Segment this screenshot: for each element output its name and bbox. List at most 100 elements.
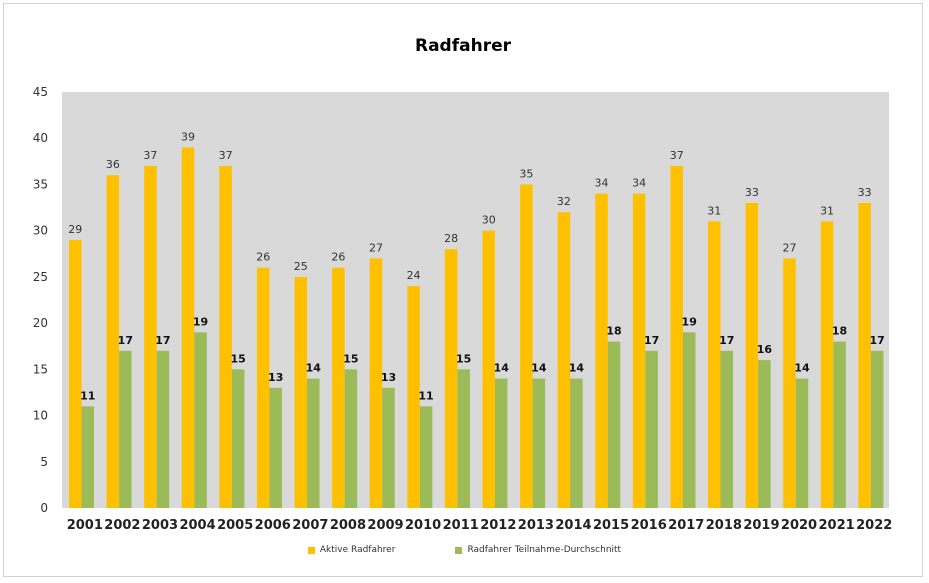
data-label-durchschnitt: 11 [80, 389, 95, 402]
bar-durchschnitt [833, 341, 846, 508]
data-label-aktive: 31 [707, 204, 721, 217]
bar-durchschnitt [81, 406, 94, 508]
x-tick-label: 2012 [480, 518, 516, 533]
bar-aktive [332, 267, 345, 508]
x-tick-label: 2006 [255, 518, 291, 533]
x-tick-label: 2002 [104, 518, 140, 533]
data-label-aktive: 26 [331, 251, 345, 264]
bar-durchschnitt [307, 378, 320, 508]
bar-durchschnitt [758, 360, 771, 508]
bar-durchschnitt [532, 378, 546, 508]
bar-aktive [482, 230, 495, 508]
x-tick-label: 2018 [706, 518, 742, 533]
bar-aktive [820, 221, 834, 508]
legend-swatch-durchschnitt [455, 546, 463, 554]
x-tick-label: 2001 [67, 518, 103, 533]
bar-durchschnitt [870, 350, 884, 508]
bar-durchschnitt [495, 378, 508, 508]
bar-aktive [181, 147, 195, 508]
x-tick-label: 2004 [179, 518, 215, 533]
data-label-durchschnitt: 19 [193, 315, 208, 328]
bar-aktive [708, 221, 721, 508]
data-label-durchschnitt: 16 [757, 343, 773, 356]
data-label-aktive: 30 [482, 214, 496, 227]
data-label-durchschnitt: 14 [494, 362, 510, 375]
data-label-durchschnitt: 11 [418, 389, 433, 402]
data-label-durchschnitt: 17 [719, 334, 734, 347]
bar-aktive [783, 258, 796, 508]
bar-durchschnitt [269, 387, 282, 508]
bar-aktive [858, 202, 871, 508]
y-tick-label: 15 [33, 362, 48, 376]
x-tick-label: 2011 [443, 518, 479, 533]
data-label-aktive: 25 [294, 260, 308, 273]
bar-aktive [144, 165, 157, 508]
data-label-durchschnitt: 17 [870, 334, 885, 347]
data-label-aktive: 32 [557, 195, 571, 208]
bar-aktive [106, 175, 120, 508]
bar-durchschnitt [194, 332, 207, 508]
bar-durchschnitt [156, 350, 170, 508]
bar-aktive [745, 202, 759, 508]
data-label-durchschnitt: 18 [606, 325, 621, 338]
data-label-durchschnitt: 13 [268, 371, 283, 384]
y-tick-label: 40 [33, 131, 48, 145]
y-tick-label: 45 [33, 85, 48, 99]
data-labels: 29 11 36 17 37 17 39 19 37 15 26 13 25 14 26 15 27 13 24 11… [68, 130, 885, 402]
bar-durchschnitt [419, 406, 433, 508]
x-tick-label: 2021 [819, 518, 855, 533]
data-label-aktive: 26 [256, 251, 270, 264]
data-label-durchschnitt: 17 [155, 334, 170, 347]
data-label-aktive: 34 [595, 177, 609, 190]
bar-aktive [557, 212, 571, 508]
y-tick-label: 25 [33, 270, 48, 284]
x-tick-label: 2005 [217, 518, 253, 533]
bar-aktive [369, 258, 383, 508]
x-tick-label: 2013 [518, 518, 554, 533]
x-tick-label: 2007 [292, 518, 328, 533]
x-tick-label: 2014 [555, 518, 591, 533]
data-label-durchschnitt: 14 [569, 362, 585, 375]
data-label-aktive: 33 [858, 186, 872, 199]
bar-aktive [632, 193, 646, 508]
data-label-aktive: 37 [670, 149, 684, 162]
data-label-aktive: 34 [632, 177, 646, 190]
data-label-durchschnitt: 14 [531, 362, 547, 375]
data-label-durchschnitt: 14 [794, 362, 810, 375]
data-label-aktive: 29 [68, 223, 82, 236]
data-label-durchschnitt: 19 [682, 315, 697, 328]
data-label-aktive: 27 [369, 241, 383, 254]
data-label-aktive: 35 [519, 167, 533, 180]
bar-durchschnitt [457, 369, 470, 508]
y-tick-label: 0 [40, 501, 48, 515]
bar-durchschnitt [119, 350, 132, 508]
legend-label-durchschnitt: Radfahrer Teilnahme-Durchschnitt [467, 545, 622, 555]
data-label-aktive: 24 [407, 269, 421, 282]
data-label-durchschnitt: 13 [381, 371, 396, 384]
x-tick-label: 2016 [631, 518, 667, 533]
x-tick-label: 2010 [405, 518, 441, 533]
bar-aktive [595, 193, 608, 508]
bar-aktive [670, 165, 683, 508]
bar-aktive [69, 239, 82, 508]
legend-label-aktive: Aktive Radfahrer [319, 545, 396, 555]
data-label-aktive: 28 [444, 232, 458, 245]
x-tick-label: 2022 [856, 518, 892, 533]
bar-durchschnitt [570, 378, 583, 508]
x-axis: 2001 2002 2003 2004 2005 2006 2007 2008 2009 2010… [67, 518, 893, 533]
data-label-aktive: 31 [820, 204, 834, 217]
x-tick-label: 2020 [781, 518, 817, 533]
bar-durchschnitt [382, 387, 395, 508]
x-tick-label: 2015 [593, 518, 629, 533]
data-label-aktive: 39 [181, 130, 195, 143]
bar-aktive [256, 267, 270, 508]
legend: Aktive Radfahrer Radfahrer Teilnahme-Dur… [0, 545, 929, 555]
data-label-aktive: 33 [745, 186, 759, 199]
data-label-durchschnitt: 17 [118, 334, 133, 347]
bar-aktive [407, 286, 420, 508]
y-tick-label: 35 [33, 177, 48, 191]
data-label-aktive: 37 [143, 149, 157, 162]
bar-durchschnitt [231, 369, 245, 508]
x-tick-label: 2003 [142, 518, 178, 533]
